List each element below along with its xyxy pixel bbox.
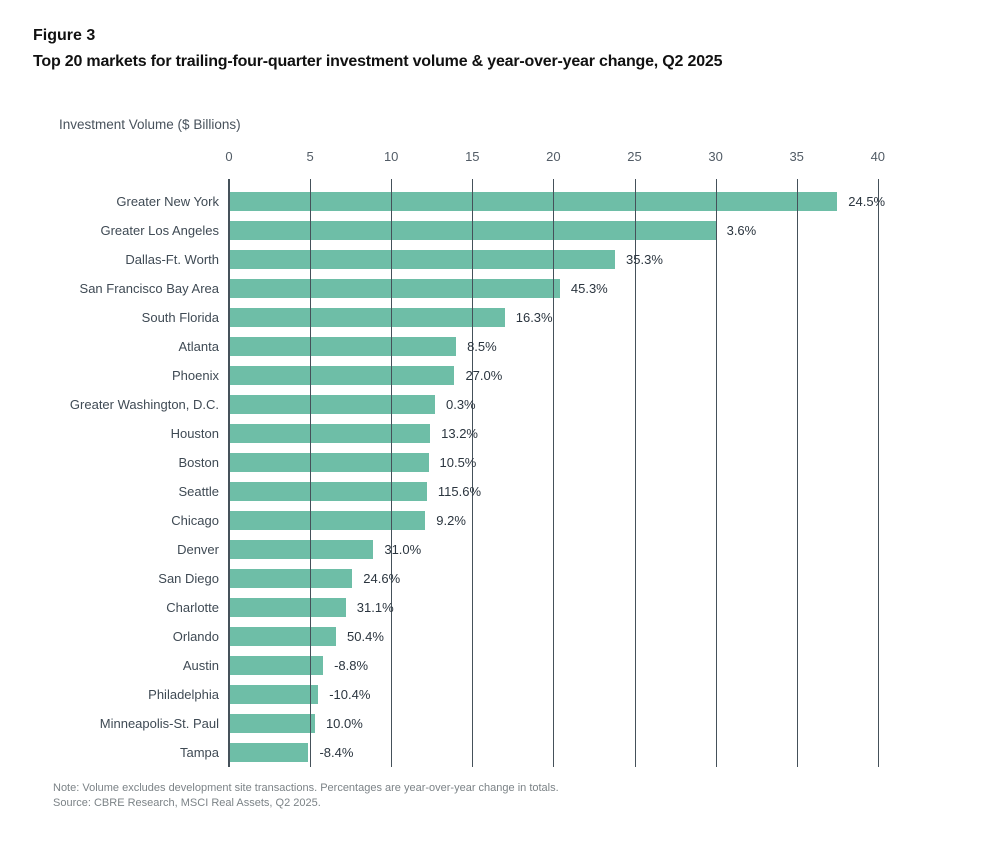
- category-label: South Florida: [141, 310, 219, 325]
- category-label: Orlando: [172, 629, 219, 644]
- figure-label: Figure 3: [33, 27, 96, 44]
- note-text: Note: Volume excludes development site t…: [53, 782, 559, 794]
- gridline: [877, 179, 879, 767]
- yoy-change-label: 10.0%: [325, 716, 363, 731]
- yoy-change-label: 0.3%: [445, 397, 476, 412]
- bar: [229, 308, 505, 327]
- category-label: Philadelphia: [148, 687, 219, 702]
- bar: [229, 337, 457, 356]
- category-label: Houston: [170, 426, 219, 441]
- yoy-change-label: -8.8%: [334, 658, 369, 673]
- x-axis-tick-label: 40: [870, 149, 886, 164]
- yoy-change-label: 10.5%: [439, 455, 477, 470]
- bar: [229, 685, 319, 704]
- category-label: Greater Los Angeles: [100, 223, 219, 238]
- category-label: Minneapolis-St. Paul: [99, 716, 219, 731]
- gridline: [796, 179, 798, 767]
- yoy-change-label: -10.4%: [329, 687, 371, 702]
- category-label: Boston: [178, 455, 219, 470]
- gridline: [715, 179, 717, 767]
- yoy-change-label: 31.1%: [356, 600, 394, 615]
- category-label: Dallas-Ft. Worth: [125, 252, 219, 267]
- bar: [229, 192, 838, 211]
- bar: [229, 453, 429, 472]
- bar: [229, 569, 353, 588]
- gridline: [310, 179, 312, 767]
- category-label: Chicago: [171, 513, 219, 528]
- yoy-change-label: 9.2%: [436, 513, 466, 528]
- x-axis-tick-label: 0: [225, 149, 233, 164]
- yoy-change-label: 16.3%: [515, 310, 553, 325]
- bar: [229, 598, 346, 617]
- yoy-change-label: 35.3%: [626, 252, 663, 267]
- x-axis-title: Investment Volume ($ Billions): [59, 117, 241, 132]
- category-label: Seattle: [178, 484, 219, 499]
- x-axis-tick-label: 5: [306, 149, 314, 164]
- x-axis-tick-label: 25: [627, 149, 642, 164]
- category-label: Greater New York: [116, 194, 219, 209]
- category-label: Phoenix: [172, 368, 219, 383]
- bar: [229, 395, 435, 414]
- bar: [229, 279, 560, 298]
- bar: [229, 250, 616, 269]
- category-label: Atlanta: [178, 339, 219, 354]
- yoy-change-label: 31.0%: [384, 542, 422, 557]
- figure-title: Top 20 markets for trailing-four-quarter…: [33, 53, 723, 70]
- yoy-change-label: 27.0%: [465, 368, 503, 383]
- yoy-change-label: 45.3%: [570, 281, 608, 296]
- category-label: San Francisco Bay Area: [79, 281, 219, 296]
- x-axis-tick-label: 30: [708, 149, 723, 164]
- gridline: [391, 179, 393, 767]
- category-label: San Diego: [158, 571, 219, 586]
- category-label: Greater Washington, D.C.: [69, 397, 219, 412]
- x-axis-tick-label: 15: [465, 149, 480, 164]
- bar: [229, 714, 315, 733]
- yoy-change-label: 8.5%: [467, 339, 497, 354]
- bar: [229, 540, 374, 559]
- x-axis-tick-label: 10: [383, 149, 399, 164]
- bar: [229, 656, 324, 675]
- yoy-change-label: 24.6%: [363, 571, 401, 586]
- gridline: [472, 179, 474, 767]
- gridline: [553, 179, 555, 767]
- x-axis-tick-label: 35: [789, 149, 804, 164]
- yoy-change-label: 24.5%: [848, 194, 886, 209]
- bar: [229, 511, 426, 530]
- y-axis-line: [228, 179, 230, 767]
- bar: [229, 743, 309, 762]
- yoy-change-label: 50.4%: [347, 629, 384, 644]
- category-label: Austin: [182, 658, 219, 673]
- source-text: Source: CBRE Research, MSCI Real Assets,…: [53, 797, 321, 809]
- yoy-change-label: 13.2%: [441, 426, 478, 441]
- bar: [229, 424, 431, 443]
- gridline: [634, 179, 636, 767]
- bar: [229, 627, 337, 646]
- category-label: Denver: [177, 542, 219, 557]
- bar: [229, 482, 427, 501]
- yoy-change-label: 3.6%: [726, 223, 757, 238]
- x-axis-tick-label: 20: [546, 149, 561, 164]
- category-label: Charlotte: [166, 600, 219, 615]
- yoy-change-label: -8.4%: [319, 745, 354, 760]
- bar: [229, 366, 455, 385]
- yoy-change-label: 115.6%: [437, 484, 482, 499]
- category-label: Tampa: [179, 745, 219, 760]
